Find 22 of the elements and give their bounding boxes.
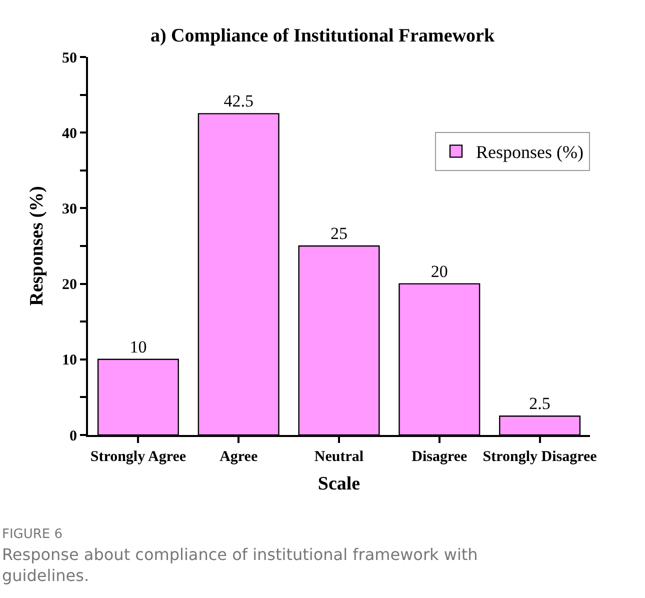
y-tick-label: 30 xyxy=(62,201,77,218)
x-tick-label: Disagree xyxy=(412,449,468,465)
data-label: 2.5 xyxy=(529,394,550,414)
x-axis-title: Scale xyxy=(318,473,360,494)
x-tick-label: Strongly Agree xyxy=(90,449,186,465)
legend-label: Responses (%) xyxy=(476,142,584,162)
caption: FIGURE 6 xyxy=(2,527,63,542)
x-tick-label: Neutral xyxy=(314,449,364,465)
x-tick-label: Agree xyxy=(220,449,258,465)
y-tick-label: 10 xyxy=(62,352,77,369)
y-axis-title: Responses (%) xyxy=(26,186,48,306)
y-tick-label: 0 xyxy=(70,428,77,444)
data-label: 25 xyxy=(330,224,348,243)
data-label: 20 xyxy=(430,262,448,281)
text: Response about compliance of institutional framework with guidelines. xyxy=(2,545,478,585)
data-label: 10 xyxy=(130,337,147,356)
x-tick-label: Strongly Disagree xyxy=(482,449,598,465)
chart-title: a) Compliance of Institutional Framework xyxy=(150,26,495,47)
data-label: 42.5 xyxy=(224,92,254,111)
y-tick-label: 50 xyxy=(62,50,77,66)
y-tick-label: 40 xyxy=(62,126,77,142)
y-tick-label: 20 xyxy=(62,277,77,294)
